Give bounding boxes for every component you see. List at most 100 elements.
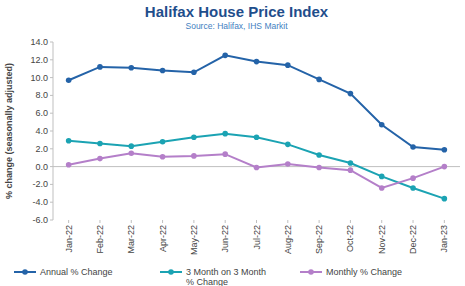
y-tick-label: 8.0 bbox=[35, 90, 48, 100]
x-tick-label: May-22 bbox=[189, 225, 199, 255]
x-tick-label: Oct-22 bbox=[345, 225, 355, 252]
x-tick-label: Mar-22 bbox=[126, 225, 136, 254]
legend-marker bbox=[308, 269, 314, 275]
y-tick-label: 2.0 bbox=[35, 144, 48, 154]
legend-label-line: Annual % Change bbox=[40, 267, 113, 277]
y-tick-label: -4.0 bbox=[32, 197, 48, 207]
y-tick-label: -2.0 bbox=[32, 179, 48, 189]
x-tick bbox=[413, 220, 414, 223]
legend-marker bbox=[168, 269, 174, 275]
series-line bbox=[69, 134, 445, 199]
title: Halifax House Price Index bbox=[145, 3, 329, 20]
point bbox=[191, 134, 197, 140]
point bbox=[128, 65, 134, 71]
y-tick bbox=[50, 77, 53, 78]
point bbox=[254, 165, 260, 171]
y-tick bbox=[50, 184, 53, 185]
point bbox=[410, 185, 416, 191]
x-tick-label: Apr-22 bbox=[158, 225, 168, 252]
x-tick-label: Feb-22 bbox=[95, 225, 105, 254]
point bbox=[66, 77, 72, 83]
x-tick bbox=[444, 220, 445, 223]
x-tick bbox=[68, 220, 69, 223]
point bbox=[285, 142, 291, 148]
point bbox=[254, 134, 260, 140]
point bbox=[316, 165, 322, 171]
x-tick-label: Nov-22 bbox=[377, 225, 387, 254]
point bbox=[442, 196, 448, 202]
legend-label-line: Monthly % Change bbox=[326, 267, 402, 277]
legend-label-line: % Change bbox=[186, 277, 228, 286]
point bbox=[348, 160, 354, 166]
point bbox=[410, 175, 416, 181]
y-tick-label: 4.0 bbox=[35, 126, 48, 136]
point bbox=[160, 68, 166, 74]
y-tick bbox=[50, 42, 53, 43]
point bbox=[222, 53, 228, 59]
x-tick bbox=[287, 220, 288, 223]
point bbox=[66, 162, 72, 168]
y-tick bbox=[50, 202, 53, 203]
point bbox=[97, 141, 103, 147]
x-tick bbox=[193, 220, 194, 223]
legend-label: Annual % Change bbox=[40, 267, 113, 277]
point bbox=[285, 62, 291, 68]
x-tick bbox=[131, 220, 132, 223]
series-line bbox=[69, 55, 445, 149]
y-tick bbox=[50, 220, 53, 221]
x-tick bbox=[381, 220, 382, 223]
x-tick-label: Jan-23 bbox=[439, 225, 449, 253]
point bbox=[442, 164, 448, 170]
point bbox=[191, 69, 197, 75]
point bbox=[316, 77, 322, 83]
x-tick-label: Jul-22 bbox=[252, 225, 262, 250]
legend-label: 3 Month on 3 Month% Change bbox=[186, 267, 266, 286]
x-tick-label: Jan-22 bbox=[64, 225, 74, 253]
y-tick-label: -6.0 bbox=[32, 215, 48, 225]
y-tick-label: 14.0 bbox=[30, 37, 48, 47]
point bbox=[128, 150, 134, 156]
series-line bbox=[69, 153, 445, 188]
point bbox=[160, 139, 166, 145]
point bbox=[442, 147, 448, 153]
legend-label-line: 3 Month on 3 Month bbox=[186, 267, 266, 277]
point bbox=[348, 91, 354, 97]
y-tick-label: 12.0 bbox=[30, 55, 48, 65]
point bbox=[348, 167, 354, 173]
point bbox=[379, 185, 385, 191]
point bbox=[97, 156, 103, 162]
point bbox=[254, 59, 260, 65]
y-tick bbox=[50, 59, 53, 60]
point bbox=[222, 131, 228, 137]
point bbox=[410, 144, 416, 150]
point bbox=[128, 143, 134, 149]
point bbox=[160, 154, 166, 160]
x-tick bbox=[256, 220, 257, 223]
y-tick-label: 0.0 bbox=[35, 162, 48, 172]
y-tick bbox=[50, 166, 53, 167]
y-tick bbox=[50, 148, 53, 149]
y-tick bbox=[50, 131, 53, 132]
y-tick bbox=[50, 95, 53, 96]
plot-area bbox=[66, 53, 447, 202]
legend-marker bbox=[22, 269, 28, 275]
y-tick bbox=[50, 113, 53, 114]
x-tick-label: Jun-22 bbox=[220, 225, 230, 253]
point bbox=[97, 64, 103, 70]
subtitle: Source: Halifax, IHS Markit bbox=[185, 21, 288, 31]
point bbox=[379, 174, 385, 180]
point bbox=[285, 161, 291, 167]
point bbox=[66, 138, 72, 144]
x-tick bbox=[162, 220, 163, 223]
x-tick-label: Dec-22 bbox=[408, 225, 418, 254]
y-axis-label: % change (seasonally adjusted) bbox=[4, 63, 14, 199]
x-tick bbox=[99, 220, 100, 223]
x-tick bbox=[319, 220, 320, 223]
x-tick-label: Sep-22 bbox=[314, 225, 324, 254]
x-tick bbox=[225, 220, 226, 223]
point bbox=[379, 122, 385, 128]
point bbox=[316, 152, 322, 158]
legend-label: Monthly % Change bbox=[326, 267, 402, 277]
x-tick bbox=[350, 220, 351, 223]
y-tick-label: 10.0 bbox=[30, 73, 48, 83]
